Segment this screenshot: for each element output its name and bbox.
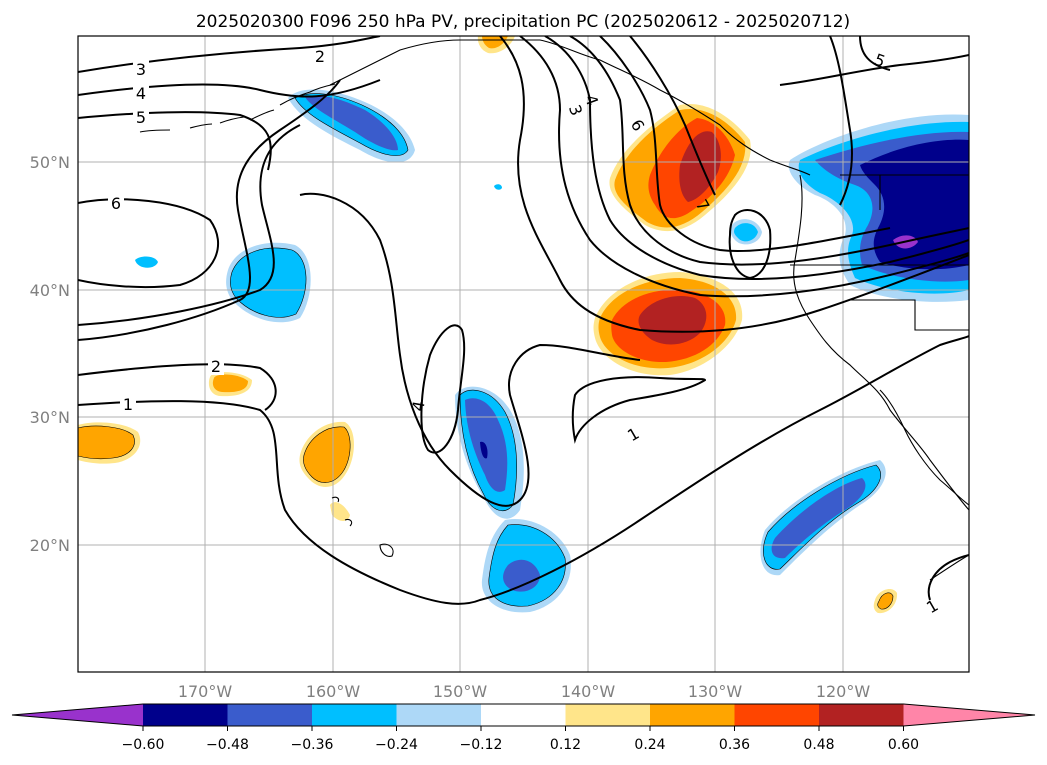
shade-159w-small — [330, 502, 350, 522]
contour-closed-small — [728, 209, 772, 280]
contour-label: 4 — [408, 399, 428, 412]
lon-label: 150°W — [433, 682, 488, 701]
colorbar-segment — [143, 704, 228, 726]
positive-precip-shading — [78, 36, 898, 614]
shade-175w-small — [135, 256, 158, 268]
coastlines — [139, 39, 969, 581]
colorbar-segment — [227, 704, 313, 726]
contour-ridge-b — [519, 36, 969, 298]
coast-baja — [879, 389, 969, 506]
shade-outline — [459, 389, 517, 512]
colorbar-segment — [650, 704, 735, 726]
shade-outline — [303, 426, 351, 483]
lat-label: 30°N — [30, 408, 70, 427]
colorbar: −0.60 −0.48 −0.36 −0.24 −0.12 0.12 0.24 0.36 0.4… — [11, 703, 1036, 753]
lon-label: 170°W — [178, 682, 233, 701]
contour-sw-1 — [927, 554, 969, 601]
colorbar-segment — [312, 704, 397, 726]
shade-150w-blue — [465, 398, 508, 492]
shade-145w-blue — [503, 559, 540, 592]
contour-1-outer — [78, 335, 969, 605]
shade-aleutian-blue — [305, 95, 398, 151]
contour-trough-2 — [420, 324, 466, 454]
contour-label: 4 — [136, 84, 146, 103]
shade-168w-orange — [212, 374, 248, 393]
longitude-labels: 170°W 160°W 150°W 140°W 130°W 120°W — [178, 682, 871, 701]
shade-outline — [230, 247, 307, 318]
colorbar-extend-max — [903, 704, 1035, 726]
lon-label: 120°W — [816, 682, 871, 701]
coast-alaska-mainland — [329, 39, 811, 176]
lat-label: 40°N — [30, 281, 70, 300]
colorbar-segment — [565, 704, 651, 726]
shade-outlines — [78, 93, 894, 610]
contour-label: 2 — [315, 47, 325, 66]
colorbar-tick-label: −0.48 — [206, 737, 249, 753]
colorbar-segment — [734, 704, 820, 726]
colorbar-tick-label: −0.12 — [460, 737, 503, 753]
colorbar-tick-label: 0.24 — [634, 737, 665, 753]
coast-hawaii — [331, 496, 394, 557]
lat-label: 50°N — [30, 153, 70, 172]
shade-outline — [294, 93, 409, 156]
contour-label: 3 — [136, 60, 146, 79]
contour-label: 6 — [111, 194, 121, 213]
colorbar-tick-label: −0.36 — [291, 737, 334, 753]
shade-ne-navy — [860, 139, 969, 270]
contour-ridge-f — [629, 36, 716, 196]
map-area: 3 4 5 6 2 1 2 4 3 4 6 7 1 5 1 — [78, 36, 969, 672]
contour-2 — [78, 363, 277, 411]
pv-contours — [78, 36, 969, 605]
map-frame — [77, 35, 970, 673]
colorbar-segment — [819, 704, 904, 726]
map-title: 2025020300 F096 250 hPa PV, precipitatio… — [196, 12, 850, 32]
colorbar-tick-label: 0.60 — [888, 737, 919, 753]
lon-label: 160°W — [306, 682, 361, 701]
colorbar-tick-label: 0.48 — [803, 737, 834, 753]
contour-ne-5 — [779, 54, 969, 86]
contour-outer-4 — [78, 124, 301, 326]
contour-5 — [78, 111, 272, 171]
coast-us-west — [793, 174, 969, 511]
colorbar-tick-label: 0.12 — [550, 737, 581, 753]
shade-leftedge-orange — [78, 426, 135, 459]
contour-label: 5 — [136, 108, 146, 127]
latitude-labels: 50°N 40°N 30°N 20°N — [30, 153, 70, 555]
colorbar-tick-label: −0.24 — [375, 737, 418, 753]
lon-label: 130°W — [688, 682, 743, 701]
contour-ridge-e — [599, 36, 891, 252]
contour-outer-5 — [78, 79, 341, 341]
shade-outline — [877, 592, 894, 610]
shade-outline — [78, 425, 135, 460]
contour-ridge-a — [499, 36, 969, 333]
colorbar-extend-min — [12, 704, 143, 726]
contour-ne-wave — [829, 36, 891, 206]
contour-label: 1 — [123, 395, 133, 414]
coast-aleutians — [139, 83, 336, 133]
colorbar-segment — [396, 704, 482, 726]
contour-ridge-c — [544, 36, 969, 281]
colorbar-tick-label: 0.36 — [719, 737, 750, 753]
contour-trough-1 — [299, 192, 641, 507]
lon-label: 140°W — [561, 682, 616, 701]
shade-122w-blue — [771, 478, 866, 559]
shade-148w-small — [494, 184, 502, 190]
contour-ridge-d — [569, 36, 969, 266]
shade-130w-small-cyan — [734, 223, 758, 242]
colorbar-segment — [481, 704, 566, 726]
state-borders — [790, 174, 969, 331]
contour-label: 2 — [211, 357, 221, 376]
shade-outline — [488, 524, 566, 607]
shade-150w-navy — [480, 441, 488, 459]
shade-outline — [763, 464, 881, 570]
shade-160w-orange — [303, 426, 351, 483]
contour-inner-1 — [571, 376, 707, 444]
lat-label: 20°N — [30, 536, 70, 555]
colorbar-tick-label: −0.60 — [122, 737, 165, 753]
contour-6-closed — [78, 198, 220, 289]
